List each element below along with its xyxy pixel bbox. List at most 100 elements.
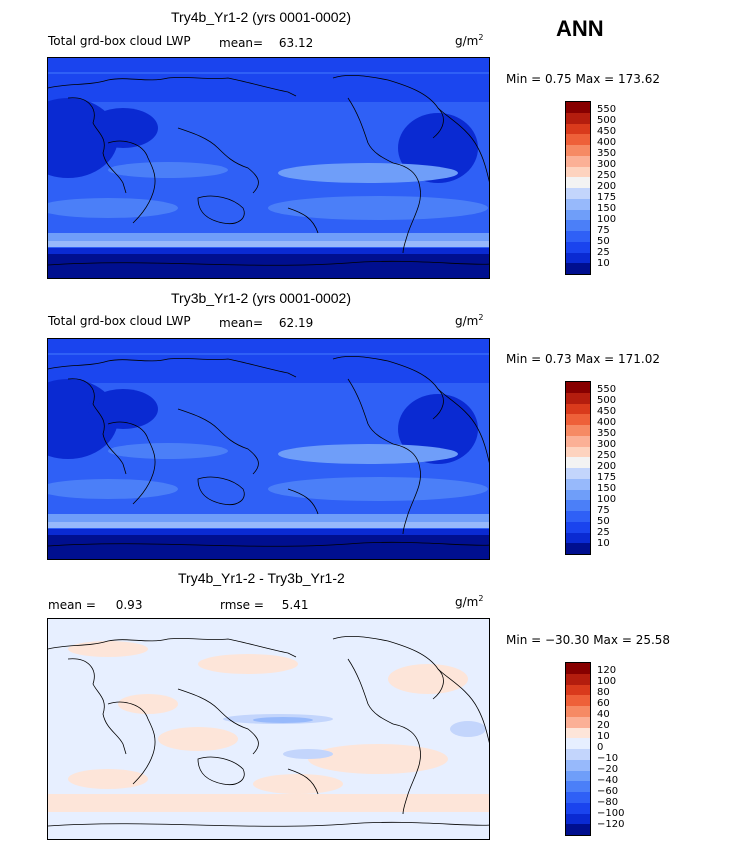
panel-3-mean-label: mean =	[48, 598, 96, 612]
colorbar-swatch	[566, 446, 590, 458]
panel-3-mean-value: 0.93	[115, 598, 143, 612]
panel-2-map-svg	[48, 339, 489, 559]
legend-tick: 0	[597, 742, 604, 753]
colorbar-swatch	[566, 188, 590, 199]
colorbar-swatch	[566, 468, 590, 479]
panel-2-map	[47, 338, 490, 560]
legend-tick: 400	[597, 417, 617, 428]
legend-tick: −60	[597, 786, 619, 797]
panel-3-units-text: g/m	[455, 595, 479, 609]
colorbar-swatch	[566, 663, 590, 674]
colorbar-swatch	[566, 435, 590, 447]
panel-3-map	[47, 618, 490, 840]
panel-2-mean-value: 62.19	[278, 316, 314, 330]
legend-tick: 450	[597, 126, 617, 137]
legend-tick: 75	[597, 505, 610, 516]
legend-tick: 25	[597, 247, 610, 258]
legend-tick: 150	[597, 483, 617, 494]
legend-tick: 50	[597, 236, 610, 247]
panel-3-mean: mean = 0.93	[48, 598, 142, 612]
panel-2-title: Try3b_Yr1-2 (yrs 0001-0002)	[171, 290, 352, 306]
colorbar-swatch	[566, 478, 590, 490]
legend-tick: 400	[597, 137, 617, 148]
colorbar-swatch	[566, 123, 590, 135]
colorbar-swatch	[566, 695, 590, 706]
panel-1-units: g/m2	[455, 33, 483, 48]
legend-tick: 40	[597, 709, 610, 720]
legend-tick: −20	[597, 764, 619, 775]
colorbar-swatch	[566, 134, 590, 145]
colorbar-swatch	[566, 706, 590, 717]
panel-1-title: Try4b_Yr1-2 (yrs 0001-0002)	[171, 9, 352, 25]
colorbar-swatch	[566, 457, 590, 468]
legend-tick: 80	[597, 687, 610, 698]
panel-3-rmse: rmse = 5.41	[220, 598, 308, 612]
panel-2-units: g/m2	[455, 313, 483, 328]
colorbar-swatch	[566, 112, 590, 124]
panel-3-colorbar	[565, 662, 591, 836]
legend-tick: 500	[597, 395, 617, 406]
colorbar-swatch	[566, 781, 590, 792]
colorbar-swatch	[566, 102, 590, 113]
legend-tick: 350	[597, 428, 617, 439]
colorbar-swatch	[566, 403, 590, 415]
legend-tick: −80	[597, 797, 619, 808]
colorbar-swatch	[566, 209, 590, 221]
colorbar-swatch	[566, 198, 590, 210]
legend-tick: 550	[597, 384, 617, 395]
panel-3-rmse-value: 5.41	[281, 598, 309, 612]
legend-tick: 10	[597, 731, 610, 742]
colorbar-swatch	[566, 759, 590, 771]
colorbar-swatch	[566, 145, 590, 156]
panel-2-mean-label: mean=	[219, 316, 264, 330]
colorbar-swatch	[566, 738, 590, 749]
panel-1-units-text: g/m	[455, 34, 479, 48]
colorbar-swatch	[566, 166, 590, 178]
legend-tick: −40	[597, 775, 619, 786]
legend-tick: 200	[597, 181, 617, 192]
legend-tick: 100	[597, 214, 617, 225]
colorbar-swatch	[566, 824, 590, 835]
panel-1-colorbar	[565, 101, 591, 275]
panel-3-map-svg	[48, 619, 489, 839]
legend-tick: 100	[597, 494, 617, 505]
panel-1-mean-value: 63.12	[278, 36, 314, 50]
legend-tick: −10	[597, 753, 619, 764]
colorbar-swatch	[566, 521, 590, 533]
legend-tick: 450	[597, 406, 617, 417]
colorbar-swatch	[566, 727, 590, 739]
panel-2-minmax: Min = 0.73 Max = 171.02	[506, 352, 660, 366]
legend-tick: 50	[597, 516, 610, 527]
legend-tick: 175	[597, 192, 617, 203]
colorbar-swatch	[566, 425, 590, 436]
colorbar-swatch	[566, 382, 590, 393]
colorbar-swatch	[566, 155, 590, 167]
colorbar-swatch	[566, 392, 590, 404]
panel-2-field-label: Total grd-box cloud LWP	[48, 314, 191, 328]
legend-tick: 120	[597, 665, 617, 676]
panel-1-units-exp: 2	[478, 33, 484, 42]
legend-tick: 20	[597, 720, 610, 731]
legend-tick: 550	[597, 104, 617, 115]
legend-tick: 300	[597, 159, 617, 170]
legend-tick: 300	[597, 439, 617, 450]
colorbar-swatch	[566, 241, 590, 253]
legend-tick: 75	[597, 225, 610, 236]
season-label: ANN	[556, 16, 604, 41]
panel-1-minmax: Min = 0.75 Max = 173.62	[506, 72, 660, 86]
legend-tick: 350	[597, 148, 617, 159]
colorbar-swatch	[566, 489, 590, 501]
colorbar-swatch	[566, 500, 590, 511]
legend-tick: −120	[597, 819, 625, 830]
colorbar-swatch	[566, 684, 590, 696]
panel-2-units-text: g/m	[455, 314, 479, 328]
legend-tick: 25	[597, 527, 610, 538]
panel-1-field-label: Total grd-box cloud LWP	[48, 34, 191, 48]
panel-3-units: g/m2	[455, 594, 483, 609]
colorbar-swatch	[566, 792, 590, 803]
colorbar-swatch	[566, 673, 590, 685]
legend-tick: −100	[597, 808, 625, 819]
panel-1-mean: mean= 63.12	[219, 36, 313, 50]
colorbar-swatch	[566, 543, 590, 554]
panel-3-rmse-label: rmse =	[220, 598, 264, 612]
